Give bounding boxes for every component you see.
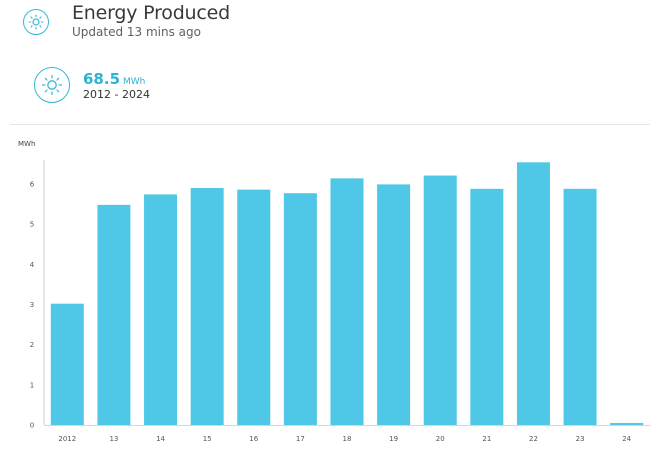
total-energy-number: 68.5 <box>83 70 121 88</box>
total-energy-unit: MWh <box>123 77 146 87</box>
bar-19[interactable] <box>377 184 411 425</box>
x-tick-label: 19 <box>389 435 398 443</box>
bar-21[interactable] <box>470 188 504 425</box>
bar-24[interactable] <box>610 422 644 425</box>
bar-22[interactable] <box>516 162 550 425</box>
x-tick-label: 24 <box>622 435 631 443</box>
total-energy-value: 68.5 MWh <box>83 69 145 88</box>
bar-13[interactable] <box>97 204 131 425</box>
last-updated-text: Updated 13 mins ago <box>72 25 201 39</box>
y-tick-label: 3 <box>30 301 34 309</box>
x-tick-label: 13 <box>109 435 118 443</box>
y-tick-label: 4 <box>30 261 35 269</box>
x-tick-label: 14 <box>156 435 165 443</box>
divider <box>10 124 650 125</box>
date-range-text: 2012 - 2024 <box>83 88 150 101</box>
y-axis-label: MWh <box>18 140 35 148</box>
bar-15[interactable] <box>190 188 224 425</box>
y-tick-label: 2 <box>30 341 34 349</box>
x-tick-label: 21 <box>482 435 491 443</box>
bar-2012[interactable] <box>50 303 84 425</box>
y-tick-label: 1 <box>30 381 34 389</box>
bar-16[interactable] <box>237 189 271 425</box>
bar-14[interactable] <box>144 194 178 425</box>
sun-icon <box>34 67 70 103</box>
y-tick-label: 5 <box>30 221 34 229</box>
page-title: Energy Produced <box>72 2 230 24</box>
x-tick-label: 23 <box>576 435 585 443</box>
x-tick-label: 18 <box>343 435 352 443</box>
sun-icon <box>23 9 49 35</box>
x-tick-label: 17 <box>296 435 305 443</box>
y-tick-label: 0 <box>30 422 34 430</box>
bar-20[interactable] <box>423 175 457 425</box>
bar-18[interactable] <box>330 178 364 425</box>
x-tick-label: 16 <box>249 435 258 443</box>
y-tick-label: 6 <box>30 181 35 189</box>
bar-23[interactable] <box>563 188 597 425</box>
x-tick-label: 15 <box>203 435 212 443</box>
x-tick-label: 22 <box>529 435 538 443</box>
x-tick-label: 20 <box>436 435 445 443</box>
x-tick-label: 2012 <box>58 435 76 443</box>
bar-17[interactable] <box>283 193 317 425</box>
